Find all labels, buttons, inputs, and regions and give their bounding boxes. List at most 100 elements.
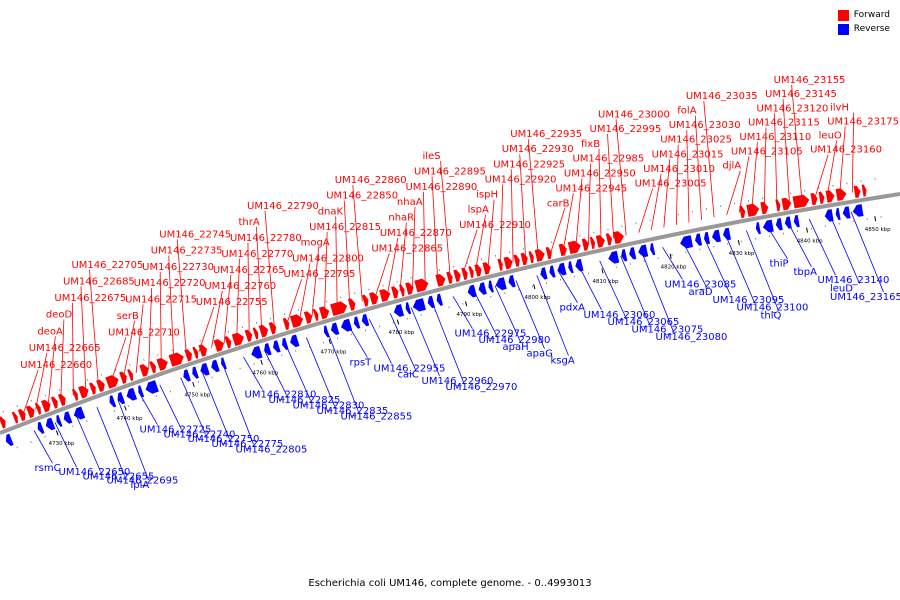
forward-gene-arrow: [119, 371, 127, 384]
forward-gene-arrow: [258, 324, 269, 338]
reverse-gene-arrow: [361, 313, 370, 327]
label-leader-line: [347, 324, 368, 358]
forward-gene-arrow: [17, 408, 26, 422]
label-leader-line: [452, 296, 473, 329]
forward-gene-arrow: [362, 294, 369, 307]
reverse-gene-label: UM146_23065: [608, 317, 680, 328]
forward-gene-label: UM146_22850: [326, 191, 398, 202]
reverse-gene-arrow: [621, 249, 628, 262]
reverse-gene-label: UM146_22980: [479, 335, 551, 346]
forward-gene-arrow: [282, 317, 290, 331]
label-leader-line: [527, 139, 539, 256]
forward-gene-label: UM146_22720: [134, 278, 206, 289]
forward-gene-label: UM146_22890: [405, 182, 477, 193]
scale-tick-mark: [260, 359, 263, 365]
label-leader-line: [791, 84, 803, 202]
label-leader-line: [550, 208, 566, 253]
reverse-gene-arrow: [495, 277, 507, 291]
label-leader-line: [829, 215, 860, 284]
label-leader-line: [500, 184, 504, 265]
reverse-gene-label: UM146_22695: [107, 476, 179, 487]
forward-gene-label: UM146_22730: [142, 262, 214, 273]
forward-gene-label: UM146_23030: [669, 120, 741, 131]
scale-minor-tick: [86, 420, 88, 422]
label-leader-line: [557, 270, 578, 303]
forward-gene-label: UM146_23000: [598, 109, 670, 120]
label-leader-line: [264, 211, 275, 328]
label-leader-line: [75, 414, 101, 472]
label-leader-line: [135, 304, 144, 373]
label-leader-line: [598, 148, 602, 242]
scale-tick: 4750 kbp: [185, 381, 211, 398]
label-leader-line: [641, 251, 674, 332]
scale-tick-label: 4780 kbp: [389, 330, 415, 336]
label-leader-line: [519, 154, 527, 259]
reverse-gene-arrow: [784, 216, 792, 229]
label-leader-line: [47, 336, 56, 405]
label-leader-line: [72, 302, 74, 396]
scale-minor-tick: [115, 368, 117, 371]
label-leader-line: [745, 230, 779, 311]
label-leader-line: [110, 337, 127, 382]
forward-gene-label: mogA: [301, 238, 330, 249]
label-leader-line: [487, 199, 495, 268]
forward-gene-arrow: [268, 322, 277, 335]
label-leader-line: [399, 222, 407, 291]
scale-tick-mark: [533, 284, 536, 290]
genome-backbone: [0, 192, 900, 435]
forward-gene-label: UM146_22930: [502, 144, 574, 155]
label-leader-line: [236, 258, 240, 340]
reverse-gene-arrow: [436, 293, 444, 306]
scale-minor-tick: [16, 405, 18, 408]
map-caption: Escherichia coli UM146, complete genome.…: [308, 578, 592, 589]
label-leader-line: [578, 265, 602, 310]
legend: Forward Reverse: [837, 8, 890, 36]
scale-tick-mark: [601, 268, 604, 274]
scale-tick-mark: [192, 381, 195, 388]
scale-tick-mark: [124, 405, 127, 411]
label-leader-line: [222, 363, 254, 445]
reverse-gene-label: UM146_22725: [140, 425, 212, 436]
reverse-gene-label: apaH: [503, 342, 529, 353]
label-leader-line: [826, 140, 838, 197]
forward-gene-arrow: [0, 416, 6, 429]
label-leader-line: [264, 350, 287, 396]
scale-tick: 4850 kbp: [865, 216, 891, 233]
label-leader-line: [256, 226, 263, 332]
reverse-gene-arrow: [755, 222, 761, 235]
forward-gene-arrow: [96, 379, 105, 393]
forward-gene-arrow: [89, 382, 96, 395]
scale-minor-tick: [2, 410, 4, 413]
reverse-gene-label: caiC: [398, 370, 419, 381]
label-leader-line: [286, 279, 302, 324]
scale-minor-tick: [101, 373, 103, 376]
scale-minor-tick: [72, 384, 75, 386]
label-leader-line: [650, 173, 662, 231]
reverse-gene-arrow: [200, 362, 210, 376]
label-leader-line: [703, 101, 715, 218]
forward-gene-label: UM146_22865: [371, 244, 443, 255]
reverse-gene-arrow: [45, 417, 56, 431]
label-leader-line: [412, 207, 416, 288]
label-leaders: [22, 84, 884, 481]
forward-gene-arrow: [330, 301, 348, 316]
forward-gene-label: UM146_23155: [774, 75, 846, 86]
scale-tick-label: 4730 kbp: [49, 441, 75, 447]
legend-forward-swatch: [837, 9, 849, 21]
label-leader-line: [374, 253, 390, 298]
scale-minor-tick: [44, 394, 47, 397]
forward-gene-label: UM146_22665: [29, 343, 101, 354]
forward-gene-arrow: [835, 188, 847, 202]
reverse-gene-arrow: [330, 322, 340, 336]
reverse-gene-arrow: [290, 334, 300, 348]
forward-gene-arrow: [184, 349, 192, 362]
reverse-gene-arrow: [568, 261, 574, 274]
forward-gene-arrow: [612, 231, 624, 244]
label-leader-line: [663, 159, 671, 228]
forward-gene-arrow: [156, 357, 168, 371]
forward-gene-arrow: [534, 249, 545, 262]
forward-gene-label: UM146_22765: [213, 265, 285, 276]
reverse-gene-arrow: [211, 359, 220, 373]
reverse-gene-label: thiQ: [761, 311, 782, 322]
label-leader-line: [751, 141, 758, 211]
